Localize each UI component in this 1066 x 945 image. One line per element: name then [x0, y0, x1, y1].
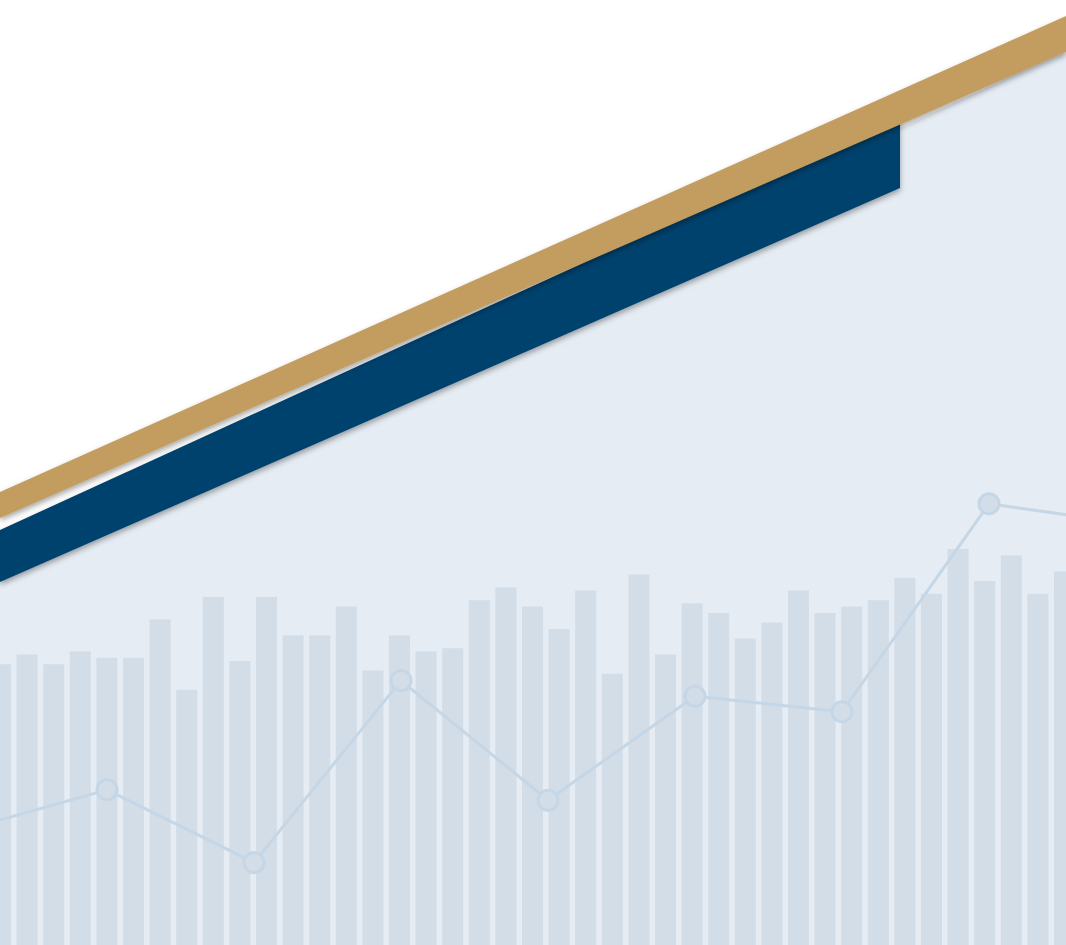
background-bar: [548, 629, 570, 945]
background-bar: [362, 670, 384, 945]
trend-marker: [977, 492, 1001, 516]
background-bar: [921, 593, 942, 945]
navy-band: [0, 118, 900, 582]
background-bar: [415, 651, 437, 945]
background-bar: [1027, 593, 1049, 945]
background-bar: [708, 613, 730, 945]
background-bar: [734, 638, 756, 945]
background-bar: [16, 654, 38, 945]
background-bar: [335, 606, 357, 945]
background-bar: [309, 635, 331, 945]
trend-marker: [683, 684, 707, 708]
gold-stripe: [0, 16, 1066, 518]
trend-marker: [830, 700, 854, 724]
background-bar: [468, 600, 490, 945]
background-bar: [1054, 571, 1066, 945]
background-bar: [0, 664, 11, 945]
background-bar: [282, 635, 304, 945]
background-bar: [894, 577, 916, 945]
background-bar: [229, 661, 251, 945]
background-bar: [442, 648, 464, 945]
background-bar: [761, 622, 783, 945]
trend-marker: [389, 669, 413, 693]
background-bar: [655, 654, 676, 945]
background-bar: [681, 603, 703, 945]
background-bar: [522, 606, 543, 945]
background-bar: [96, 657, 118, 945]
background-bar: [176, 689, 198, 945]
background-bar: [202, 597, 224, 945]
background-bar: [575, 590, 597, 945]
background-bar: [867, 600, 889, 945]
background-bar: [788, 590, 809, 945]
background-trend-line: [0, 492, 1066, 875]
background-bar: [389, 635, 410, 945]
trend-marker: [536, 788, 560, 812]
background-bar: [1000, 555, 1022, 945]
background-bar: [601, 673, 623, 945]
trend-marker: [95, 778, 119, 802]
background-bar: [814, 613, 836, 945]
background-bar: [947, 549, 969, 945]
trend-marker: [242, 851, 266, 875]
background-bar: [841, 606, 863, 945]
background-bar: [974, 581, 996, 945]
background-bar: [628, 574, 650, 945]
background-bar: [149, 619, 171, 945]
background-bar: [256, 597, 277, 945]
